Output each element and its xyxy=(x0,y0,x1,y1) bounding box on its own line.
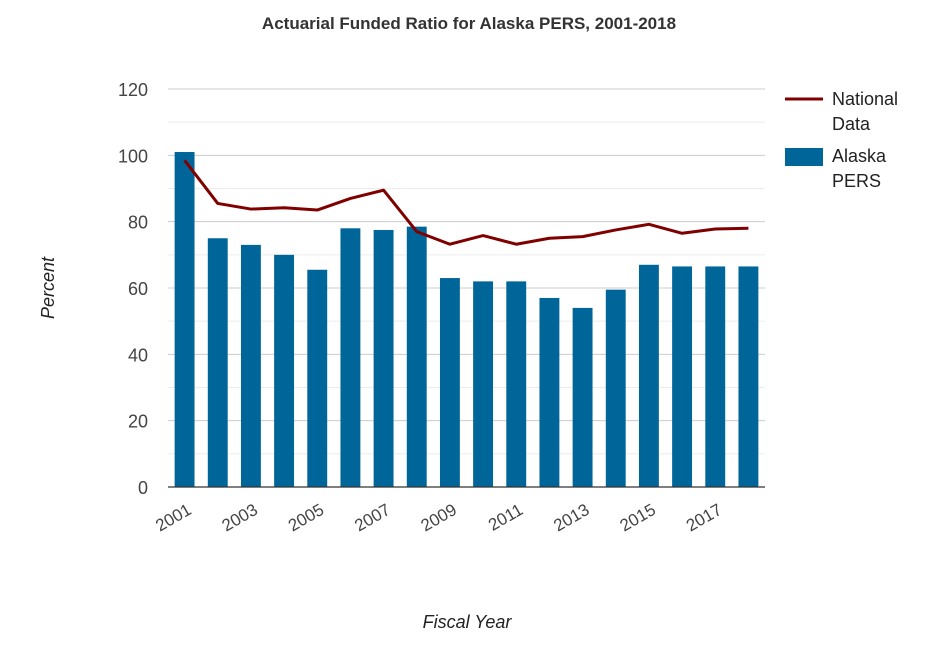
bar-2002 xyxy=(207,238,228,487)
legend-label-pers: PERS xyxy=(832,171,881,191)
legend-label-national: National xyxy=(832,89,898,109)
chart-title: Actuarial Funded Ratio for Alaska PERS, … xyxy=(261,14,677,33)
bar-2010 xyxy=(473,281,494,487)
y-tick-label: 100 xyxy=(118,146,148,166)
bar-layer xyxy=(174,152,759,488)
bar-2007 xyxy=(373,229,394,488)
y-tick-label: 120 xyxy=(118,80,148,100)
bar-2018 xyxy=(738,266,759,487)
bar-2011 xyxy=(506,281,527,487)
bar-2017 xyxy=(705,266,726,487)
x-tick-label: 2001 xyxy=(152,500,194,535)
y-tick-label: 0 xyxy=(138,478,148,498)
bar-2015 xyxy=(638,264,659,487)
legend: National Data Alaska PERS xyxy=(785,89,898,191)
x-tick-label: 2009 xyxy=(418,500,460,535)
x-tick-label: 2017 xyxy=(683,500,725,535)
x-tick-label: 2007 xyxy=(351,500,393,535)
y-tick-label: 80 xyxy=(128,213,148,233)
legend-label-data: Data xyxy=(832,114,871,134)
bar-2004 xyxy=(274,254,295,487)
y-axis-title: Percent xyxy=(38,256,58,319)
bar-2005 xyxy=(307,269,328,487)
bar-2013 xyxy=(572,307,593,487)
x-tick-label: 2015 xyxy=(617,500,659,535)
legend-label-alaska: Alaska xyxy=(832,146,887,166)
x-tick-label: 2005 xyxy=(285,500,327,535)
national-data-line xyxy=(183,159,749,246)
x-axis-title: Fiscal Year xyxy=(423,612,513,632)
bar-2006 xyxy=(340,228,361,488)
y-tick-label: 20 xyxy=(128,412,148,432)
bar-2012 xyxy=(539,297,560,487)
bar-2001 xyxy=(174,152,195,487)
x-tick-label: 2013 xyxy=(550,500,592,535)
legend-swatch-alaska-pers xyxy=(785,148,823,166)
bar-2008 xyxy=(406,226,427,487)
bar-2009 xyxy=(439,278,460,487)
grid-layer xyxy=(168,88,765,455)
bar-2014 xyxy=(605,289,626,487)
x-tick-label: 2003 xyxy=(219,500,261,535)
x-tick-label: 2011 xyxy=(485,500,526,535)
y-tick-label: 60 xyxy=(128,279,148,299)
y-tick-label: 40 xyxy=(128,345,148,365)
line-layer xyxy=(183,159,749,246)
bar-2016 xyxy=(672,266,693,487)
bar-2003 xyxy=(240,244,261,487)
